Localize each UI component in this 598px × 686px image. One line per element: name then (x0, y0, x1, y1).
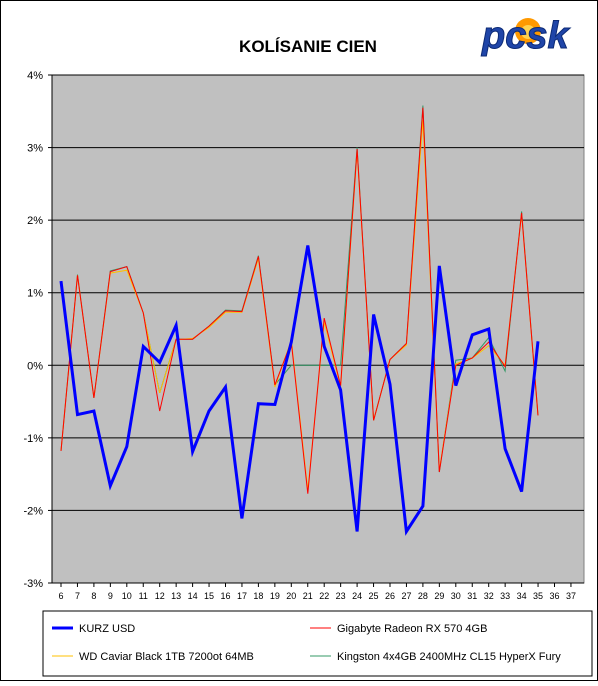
x-tick-label: 27 (401, 591, 411, 601)
legend-label: KURZ USD (79, 623, 135, 635)
series-lines (59, 105, 540, 536)
x-tick-label: 30 (451, 591, 461, 601)
x-tick-label: 36 (549, 591, 559, 601)
x-tick-label: 28 (418, 591, 428, 601)
x-tick-label: 21 (303, 591, 313, 601)
x-tick-label: 22 (319, 591, 329, 601)
y-tick-label: 4% (27, 70, 43, 82)
x-tick-label: 10 (122, 591, 132, 601)
x-tick-label: 12 (155, 591, 165, 601)
x-tick-label: 18 (253, 591, 263, 601)
x-tick-label: 17 (237, 591, 247, 601)
x-tick-label: 14 (188, 591, 198, 601)
y-tick-label: -1% (23, 433, 43, 445)
x-tick-label: 29 (434, 591, 444, 601)
x-tick-label: 34 (517, 591, 527, 601)
x-tick-label: 37 (566, 591, 576, 601)
x-tick-label: 31 (467, 591, 477, 601)
x-tick-label: 32 (484, 591, 494, 601)
x-tick-label: 23 (336, 591, 346, 601)
x-tick-label: 16 (220, 591, 230, 601)
y-tick-label: -2% (23, 505, 43, 517)
legend-label: WD Caviar Black 1TB 7200ot 64MB (79, 651, 254, 663)
y-tick-label: -3% (23, 578, 43, 590)
chart-title: KOLÍSANIE CIEN (239, 37, 377, 56)
x-tick-label: 24 (352, 591, 362, 601)
x-tick-label: 19 (270, 591, 280, 601)
x-tick-label: 20 (286, 591, 296, 601)
x-tick-label: 15 (204, 591, 214, 601)
x-tick-label: 8 (91, 591, 96, 601)
legend-box (42, 610, 593, 677)
legend: KURZ USD Gigabyte Radeon RX 570 4GB WD Cav… (52, 623, 561, 663)
series-line-1 (59, 245, 540, 536)
x-tick-label: 11 (139, 591, 148, 601)
y-tick-label: 1% (27, 288, 43, 300)
x-tick-label: 13 (171, 591, 181, 601)
x-tick-label: 9 (108, 591, 113, 601)
x-tick-label: 26 (385, 591, 395, 601)
pcsk-logo: pcsk (481, 15, 571, 58)
legend-label: Kingston 4x4GB 2400MHz CL15 HyperX Fury (337, 651, 561, 663)
x-tick-label: 25 (369, 591, 379, 601)
y-tick-label: 3% (27, 143, 43, 155)
y-tick-label: 0% (27, 360, 43, 372)
axes: -3% -2% -1% 0% 1% 2% 3% 4% 6 7 8 9 10 11 12 13 14 15 16 17 1… (23, 70, 584, 601)
x-tick-label: 35 (533, 591, 543, 601)
plot-area (51, 74, 585, 584)
legend-label: Gigabyte Radeon RX 570 4GB (337, 623, 487, 635)
y-tick-label: 2% (27, 215, 43, 227)
series-line-2 (60, 107, 539, 494)
x-tick-label: 7 (75, 591, 80, 601)
x-tick-label: 6 (58, 591, 63, 601)
x-tick-label: 33 (500, 591, 510, 601)
logo-text: pcsk (481, 15, 570, 57)
